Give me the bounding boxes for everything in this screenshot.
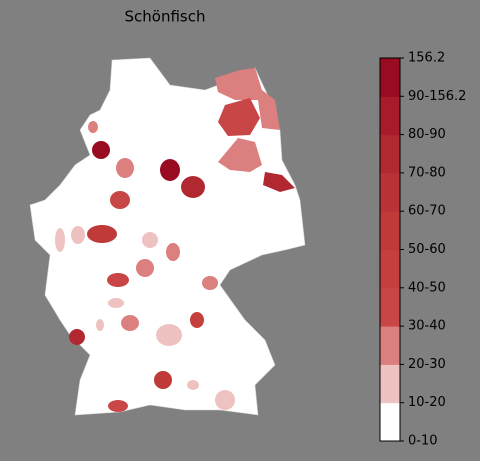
district — [88, 121, 98, 133]
colorbar-label: 30-40 — [408, 319, 446, 334]
colorbar-label: 60-70 — [408, 204, 446, 219]
district — [181, 176, 205, 198]
district — [187, 380, 199, 390]
colorbar-label: 0-10 — [408, 434, 438, 449]
district — [156, 324, 182, 346]
colorbar-band — [380, 211, 400, 250]
district — [215, 390, 235, 410]
colorbar: 0-10 10-20 20-30 30-40 40-50 50-60 60-70 70-80 8… — [379, 51, 466, 449]
district — [96, 319, 104, 331]
district — [87, 225, 117, 243]
district — [154, 371, 172, 389]
colorbar-band — [380, 172, 400, 212]
district — [69, 329, 85, 345]
map-title: Schönfisch — [125, 8, 206, 26]
colorbar-band — [380, 58, 400, 97]
colorbar-label: 156.2 — [408, 51, 445, 66]
district — [71, 226, 85, 244]
districts — [55, 68, 295, 412]
district — [202, 276, 218, 290]
map — [29, 57, 306, 416]
district — [136, 259, 154, 277]
district — [218, 138, 262, 172]
district — [160, 159, 180, 181]
colorbar-label: 80-90 — [408, 127, 446, 142]
colorbar-label: 10-20 — [408, 395, 446, 410]
district — [107, 273, 129, 287]
colorbar-label: 40-50 — [408, 280, 446, 295]
colorbar-label: 20-30 — [408, 357, 446, 372]
district — [166, 243, 180, 261]
colorbar-label: 50-60 — [408, 242, 446, 257]
district — [121, 315, 139, 331]
colorbar-band — [380, 402, 400, 442]
colorbar-band — [380, 134, 400, 174]
district — [55, 228, 65, 252]
colorbar-band — [380, 249, 400, 289]
district — [92, 141, 110, 159]
district — [142, 232, 158, 248]
district — [108, 400, 128, 412]
colorbar-label: 70-80 — [408, 165, 446, 180]
colorbar-band — [380, 364, 400, 404]
colorbar-band — [380, 96, 400, 136]
district — [190, 312, 204, 328]
district — [108, 298, 124, 308]
colorbar-band — [380, 287, 400, 327]
district — [116, 158, 134, 178]
colorbar-label: 90-156.2 — [408, 89, 466, 104]
district — [263, 172, 295, 192]
colorbar-band — [380, 326, 400, 365]
district — [218, 98, 260, 136]
district — [110, 191, 130, 209]
